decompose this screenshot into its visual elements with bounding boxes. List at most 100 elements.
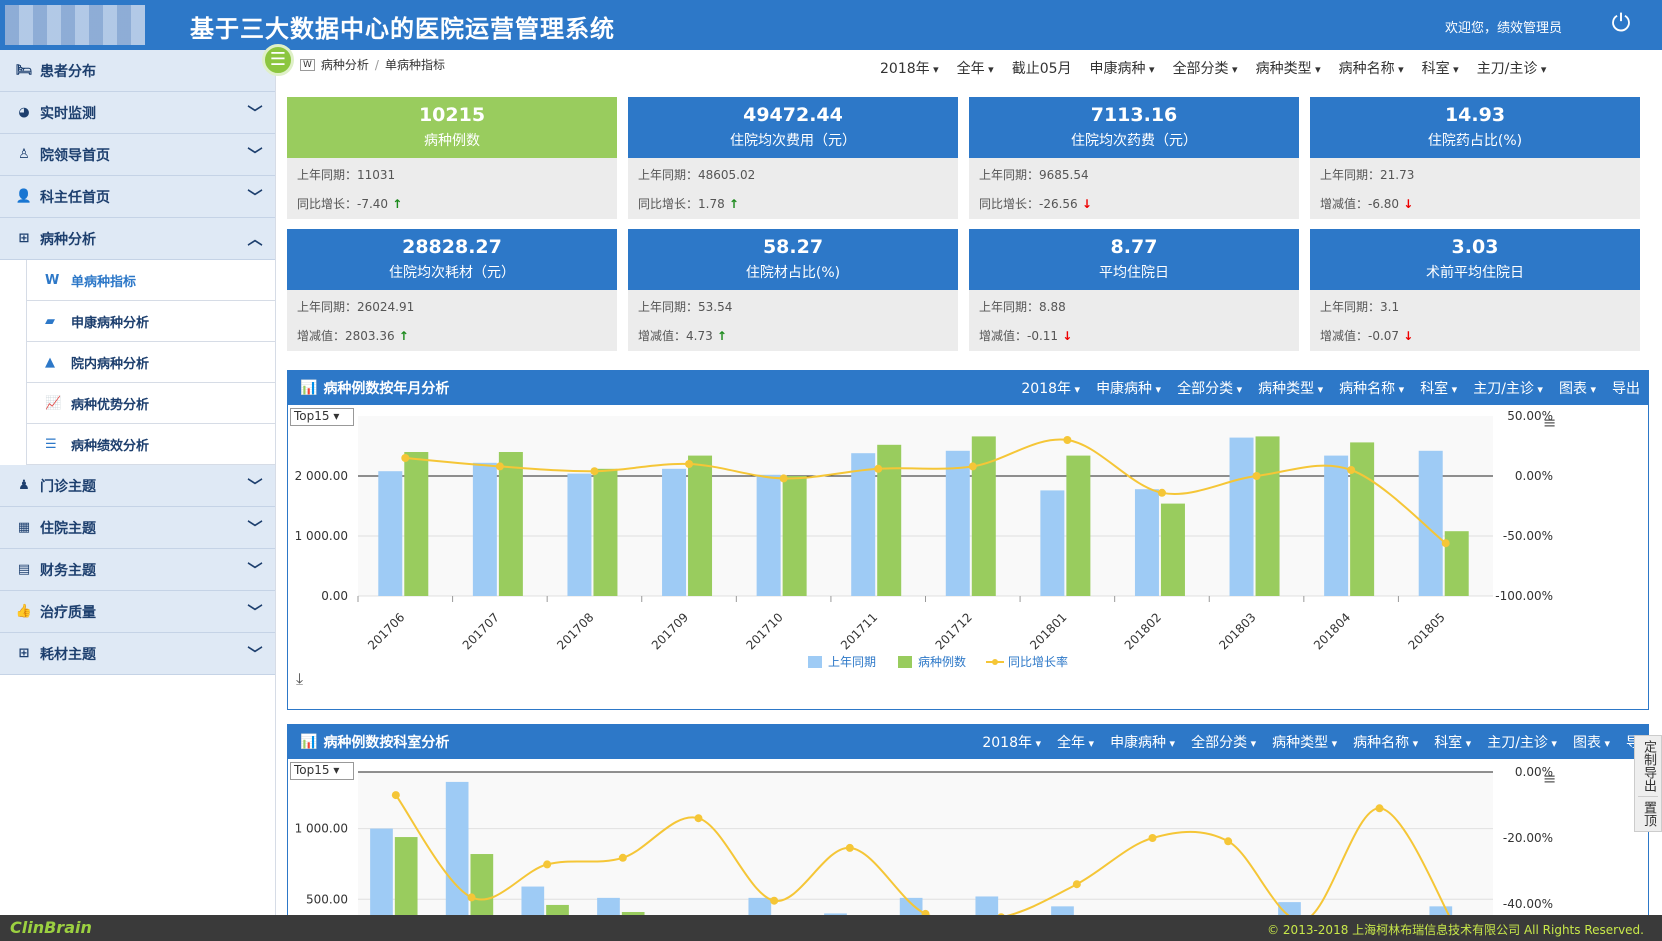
bar-current[interactable] <box>1160 503 1185 596</box>
bar-last-year[interactable] <box>1324 455 1349 596</box>
bar-current[interactable] <box>470 854 494 925</box>
panel-filter-dropdown[interactable]: 图表 <box>1559 378 1596 398</box>
sidebar-item-windows[interactable]: ⊞ 耗材主题 ﹀ <box>0 633 275 675</box>
rate-point[interactable] <box>874 464 883 473</box>
sidebar-subitem[interactable]: ☰ 病种绩效分析 <box>26 424 275 465</box>
bar-last-year[interactable] <box>1134 489 1159 596</box>
filter-dropdown[interactable]: 截止05月 <box>1011 61 1072 77</box>
panel-filter-dropdown[interactable]: 科室 <box>1434 732 1471 752</box>
panel-filter-dropdown[interactable]: 病种类型 <box>1258 378 1323 398</box>
legend-label[interactable]: 病种例数 <box>918 654 966 669</box>
bar-last-year[interactable] <box>1040 490 1065 596</box>
rate-point[interactable] <box>779 474 788 483</box>
rate-point[interactable] <box>694 814 703 823</box>
rate-point[interactable] <box>1224 837 1233 846</box>
rate-point[interactable] <box>467 893 476 902</box>
panel-filter-dropdown[interactable]: 主刀/主诊 <box>1473 378 1543 398</box>
download-icon[interactable]: ⤓ <box>296 669 303 688</box>
bar-current[interactable] <box>782 476 807 596</box>
sidebar-subitem[interactable]: ▰ 申康病种分析 <box>26 301 275 342</box>
bar-current[interactable] <box>498 452 523 596</box>
filter-dropdown[interactable]: 申康病种 <box>1090 58 1155 78</box>
bar-current[interactable] <box>404 452 429 596</box>
bar-current[interactable] <box>394 837 418 925</box>
rate-point[interactable] <box>401 454 410 462</box>
filter-dropdown[interactable]: 科室 <box>1422 58 1459 78</box>
panel-filter-dropdown[interactable]: 全部分类 <box>1177 378 1242 398</box>
filter-dropdown[interactable]: 病种类型 <box>1256 58 1321 78</box>
rate-point[interactable] <box>1441 539 1450 548</box>
panel-filter-dropdown[interactable]: 申康病种 <box>1110 732 1175 752</box>
bar-current[interactable] <box>1350 442 1375 596</box>
panel-filter-dropdown[interactable]: 2018年 <box>982 732 1041 752</box>
panel-filter-dropdown[interactable]: 2018年 <box>1021 378 1080 398</box>
panel-filter-dropdown[interactable]: 病种类型 <box>1272 732 1337 752</box>
sidebar-item-user-md[interactable]: ♟ 门诊主题 ﹀ <box>0 465 275 507</box>
top-select[interactable]: Top15 ▾ <box>290 762 354 780</box>
bar-last-year[interactable] <box>945 450 970 596</box>
export-button[interactable]: 导出 <box>1612 381 1640 397</box>
rate-point[interactable] <box>543 860 552 869</box>
custom-export-button[interactable]: 定制导出 <box>1641 740 1656 792</box>
sidebar-item-dashboard[interactable]: ◕ 实时监测 ﹀ <box>0 92 275 134</box>
sidebar-subitem[interactable]: 📈 病种优势分析 <box>26 383 275 424</box>
panel-filter-dropdown[interactable]: 全部分类 <box>1191 732 1256 752</box>
bar-current[interactable] <box>1066 455 1091 596</box>
bar-last-year[interactable] <box>851 453 876 596</box>
menu-toggle-button[interactable]: ☰ <box>262 44 294 76</box>
sidebar-subitem[interactable]: ▲ 院内病种分析 <box>26 342 275 383</box>
back-to-top-button[interactable]: 置顶 <box>1638 796 1658 831</box>
rate-point[interactable] <box>1375 804 1384 813</box>
sidebar-item-calculator[interactable]: ▤ 财务主题 ﹀ <box>0 549 275 591</box>
bar-last-year[interactable] <box>445 781 469 925</box>
rate-point[interactable] <box>1148 834 1157 842</box>
rate-point[interactable] <box>391 791 400 800</box>
breadcrumb-first[interactable]: 病种分析 <box>320 58 369 72</box>
sidebar-item-user-tie[interactable]: ♙ 院领导首页 ﹀ <box>0 134 275 176</box>
bar-current[interactable] <box>593 468 618 596</box>
power-icon[interactable]: ⏻ <box>1611 9 1631 37</box>
rate-point[interactable] <box>770 896 779 905</box>
sidebar-item-bed[interactable]: 🛏 患者分布 <box>0 50 275 92</box>
rate-point[interactable] <box>1252 472 1261 480</box>
top-select[interactable]: Top15 ▾ <box>290 408 354 426</box>
chart-menu-icon[interactable]: ≡ <box>1543 413 1556 432</box>
filter-dropdown[interactable]: 主刀/主诊 <box>1477 58 1547 78</box>
bar-last-year[interactable] <box>1229 437 1254 596</box>
rate-point[interactable] <box>1157 488 1166 497</box>
bar-last-year[interactable] <box>370 828 393 925</box>
rate-point[interactable] <box>618 853 627 862</box>
bar-last-year[interactable] <box>378 471 403 596</box>
panel-filter-dropdown[interactable]: 主刀/主诊 <box>1487 732 1557 752</box>
sidebar-item-windows[interactable]: ⊞ 病种分析 ︿ <box>0 218 275 260</box>
bar-last-year[interactable] <box>567 473 592 596</box>
rate-point[interactable] <box>1072 880 1081 889</box>
sidebar-item-user[interactable]: 👤 科主任首页 ﹀ <box>0 176 275 218</box>
sidebar-subitem[interactable]: W 单病种指标 <box>26 260 275 301</box>
rate-point[interactable] <box>685 460 694 468</box>
filter-dropdown[interactable]: 全部分类 <box>1173 58 1238 78</box>
legend-label[interactable]: 同比增长率 <box>1008 654 1068 669</box>
rate-point[interactable] <box>845 843 854 852</box>
filter-dropdown[interactable]: 病种名称 <box>1339 58 1404 78</box>
bar-current[interactable] <box>688 455 713 596</box>
panel-filter-dropdown[interactable]: 病种名称 <box>1339 378 1404 398</box>
filter-dropdown[interactable]: 全年 <box>957 58 994 78</box>
legend-label[interactable]: 上年同期 <box>828 655 876 669</box>
rate-point[interactable] <box>495 462 504 471</box>
panel-filter-dropdown[interactable]: 图表 <box>1573 732 1610 752</box>
sidebar-item-building[interactable]: ▦ 住院主题 ﹀ <box>0 507 275 549</box>
rate-point[interactable] <box>968 462 977 471</box>
bar-last-year[interactable] <box>662 468 687 596</box>
panel-filter-dropdown[interactable]: 全年 <box>1057 732 1094 752</box>
filter-dropdown[interactable]: 2018年 <box>880 58 939 78</box>
panel-filter-dropdown[interactable]: 科室 <box>1420 378 1457 398</box>
bar-current[interactable] <box>1255 436 1280 596</box>
panel-filter-dropdown[interactable]: 申康病种 <box>1096 378 1161 398</box>
chart-menu-icon[interactable]: ≡ <box>1543 769 1556 788</box>
panel-filter-dropdown[interactable]: 病种名称 <box>1353 732 1418 752</box>
bar-last-year[interactable] <box>756 474 781 596</box>
rate-point[interactable] <box>1347 466 1356 474</box>
rate-point[interactable] <box>590 467 599 476</box>
bar-last-year[interactable] <box>472 462 497 596</box>
